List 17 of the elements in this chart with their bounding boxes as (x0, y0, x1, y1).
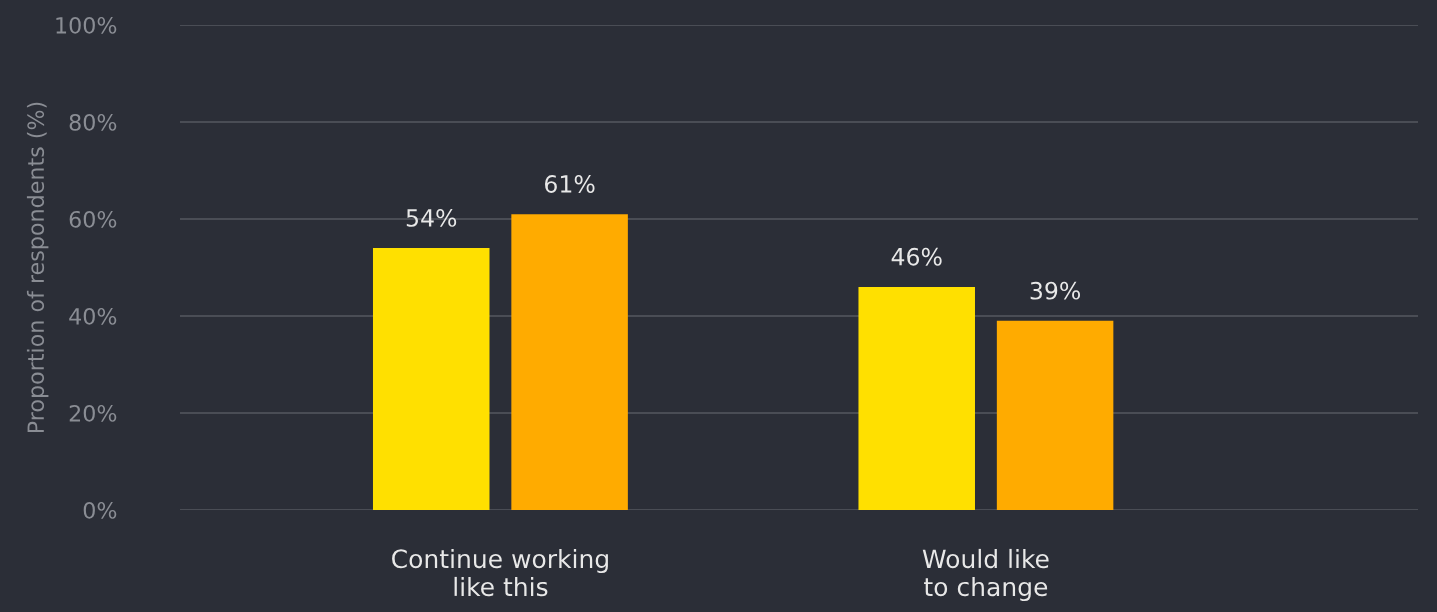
y-tick-label: 20% (69, 404, 117, 422)
bar (511, 214, 628, 510)
x-tick-label: Would like to change (922, 548, 1049, 602)
data-label: 54% (406, 209, 457, 227)
data-label: 61% (545, 175, 595, 193)
bar (858, 286, 975, 510)
y-tick-label: 0% (83, 501, 117, 519)
y-tick-label: 60% (69, 210, 117, 228)
y-tick-label: 40% (69, 307, 117, 325)
data-label: 39% (1030, 281, 1081, 300)
bar (372, 248, 490, 510)
x-tick-label: Continue working like this (392, 548, 608, 597)
data-label: 46% (891, 247, 942, 266)
y-axis-title: Proportion of respondents (%) (26, 102, 49, 433)
y-tick-label: 100% (56, 16, 117, 34)
bar (996, 320, 1114, 510)
y-tick-label: 80% (69, 113, 117, 131)
